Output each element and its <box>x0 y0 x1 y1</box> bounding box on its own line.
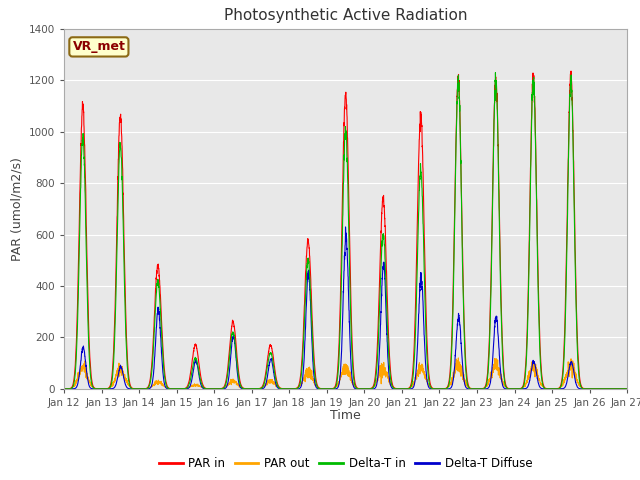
Line: Delta-T in: Delta-T in <box>64 72 627 389</box>
Delta-T Diffuse <box>342 224 349 230</box>
Title: Photosynthetic Active Radiation: Photosynthetic Active Radiation <box>224 9 467 24</box>
Delta-T in <box>60 386 68 392</box>
PAR in <box>410 338 418 344</box>
Text: VR_met: VR_met <box>72 40 125 53</box>
PAR in <box>60 386 68 392</box>
PAR out <box>454 355 462 361</box>
Delta-T in <box>401 386 408 392</box>
PAR out <box>410 381 418 386</box>
Delta-T Diffuse <box>623 386 631 392</box>
Line: PAR in: PAR in <box>64 71 627 389</box>
PAR in <box>181 385 189 391</box>
Delta-T Diffuse <box>570 369 578 375</box>
Y-axis label: PAR (umol/m2/s): PAR (umol/m2/s) <box>10 157 23 261</box>
PAR in <box>401 386 408 392</box>
Line: PAR out: PAR out <box>64 358 627 389</box>
Line: Delta-T Diffuse: Delta-T Diffuse <box>64 227 627 389</box>
Delta-T in <box>181 386 189 392</box>
PAR in <box>570 174 578 180</box>
Delta-T Diffuse <box>411 381 419 386</box>
PAR out <box>60 386 68 392</box>
Delta-T in <box>570 182 578 188</box>
PAR out <box>401 386 408 392</box>
PAR in <box>567 68 575 74</box>
Delta-T in <box>410 355 418 361</box>
Delta-T Diffuse <box>401 386 408 392</box>
Delta-T Diffuse <box>181 386 189 392</box>
PAR out <box>623 386 631 392</box>
PAR out <box>623 386 631 392</box>
Delta-T in <box>218 386 225 392</box>
PAR in <box>623 386 631 392</box>
Delta-T in <box>623 386 631 392</box>
PAR in <box>623 386 631 392</box>
Delta-T in <box>623 386 631 392</box>
Delta-T in <box>492 70 499 75</box>
PAR in <box>218 386 225 392</box>
Delta-T Diffuse <box>218 386 225 392</box>
PAR out <box>181 386 189 392</box>
Delta-T Diffuse <box>623 386 631 392</box>
X-axis label: Time: Time <box>330 409 361 422</box>
Legend: PAR in, PAR out, Delta-T in, Delta-T Diffuse: PAR in, PAR out, Delta-T in, Delta-T Dif… <box>154 452 537 475</box>
Delta-T Diffuse <box>60 386 68 392</box>
PAR out <box>570 360 578 366</box>
PAR out <box>218 385 225 391</box>
